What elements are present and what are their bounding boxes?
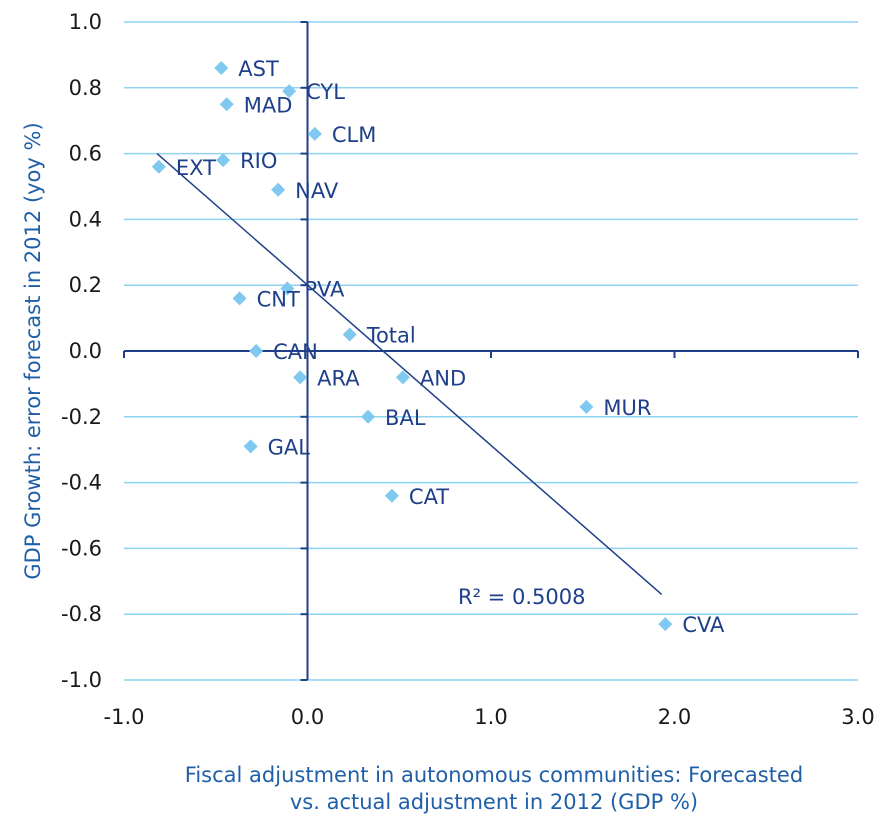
y-tick-label: -0.2: [61, 405, 102, 429]
data-point-marker: [579, 400, 593, 414]
axes: [124, 22, 858, 680]
data-point-label: MUR: [603, 396, 651, 420]
data-point-marker: [361, 410, 375, 424]
data-point-label: AST: [238, 57, 279, 81]
y-tick-label: 0.8: [69, 76, 102, 100]
y-tick-label: 0.6: [69, 142, 102, 166]
y-tick-label: -0.6: [61, 536, 102, 560]
x-tick-label: 3.0: [841, 705, 874, 729]
data-point-label: ARA: [317, 366, 360, 390]
data-point-label: NAV: [295, 179, 339, 203]
data-point-label: RIO: [240, 149, 277, 173]
data-point-marker: [385, 489, 399, 503]
data-point-label: CAT: [409, 485, 449, 509]
y-tick-label: -1.0: [61, 668, 102, 692]
data-point-marker: [216, 153, 230, 167]
data-point-marker: [249, 344, 263, 358]
data-point-label: CYL: [306, 80, 345, 104]
data-point-label: CLM: [332, 123, 376, 147]
data-point-label: Total: [366, 324, 416, 348]
data-point-marker: [220, 97, 234, 111]
y-tick-label: 0.2: [69, 273, 102, 297]
data-point-marker: [244, 439, 258, 453]
y-tick-label: -0.8: [61, 602, 102, 626]
y-tick-label: 1.0: [69, 10, 102, 34]
y-axis-title: GDP Growth: error forecast in 2012 (yoy …: [21, 122, 45, 579]
data-point-marker: [271, 183, 285, 197]
r-squared-label: R² = 0.5008: [458, 585, 585, 609]
data-point-marker: [152, 160, 166, 174]
data-point-marker: [308, 127, 322, 141]
x-tick-labels: -1.0 0.0 1.0 2.0 3.0: [104, 705, 875, 729]
data-point-label: CAN: [273, 340, 318, 364]
data-point-label: AND: [420, 366, 466, 390]
y-tick-label: -0.4: [61, 471, 102, 495]
data-point-label: EXT: [176, 156, 216, 180]
x-tick-label: -1.0: [104, 705, 145, 729]
data-point-label: GAL: [268, 435, 311, 459]
y-tick-label: 0.0: [69, 339, 102, 363]
x-tick-label: 0.0: [291, 705, 324, 729]
data-point-label: MAD: [244, 93, 293, 117]
data-point-label: PVA: [304, 277, 345, 301]
x-tick-label: 1.0: [474, 705, 507, 729]
data-point-label: CVA: [682, 613, 725, 637]
x-axis-title-line-2: vs. actual adjustment in 2012 (GDP %): [290, 790, 698, 814]
data-point-marker: [343, 328, 357, 342]
y-tick-labels: 1.0 0.8 0.6 0.4 0.2 0.0 -0.2 -0.4 -0.6 -0.8 -1.0: [61, 10, 102, 692]
data-point-marker: [293, 370, 307, 384]
data-point-marker: [233, 291, 247, 305]
data-point-label: CNT: [257, 287, 300, 311]
data-point-marker: [214, 61, 228, 75]
data-point-marker: [658, 617, 672, 631]
y-tick-label: 0.4: [69, 207, 102, 231]
x-tick-label: 2.0: [658, 705, 691, 729]
data-point-label: BAL: [385, 406, 426, 430]
x-axis-title-line-1: Fiscal adjustment in autonomous communit…: [185, 763, 803, 787]
